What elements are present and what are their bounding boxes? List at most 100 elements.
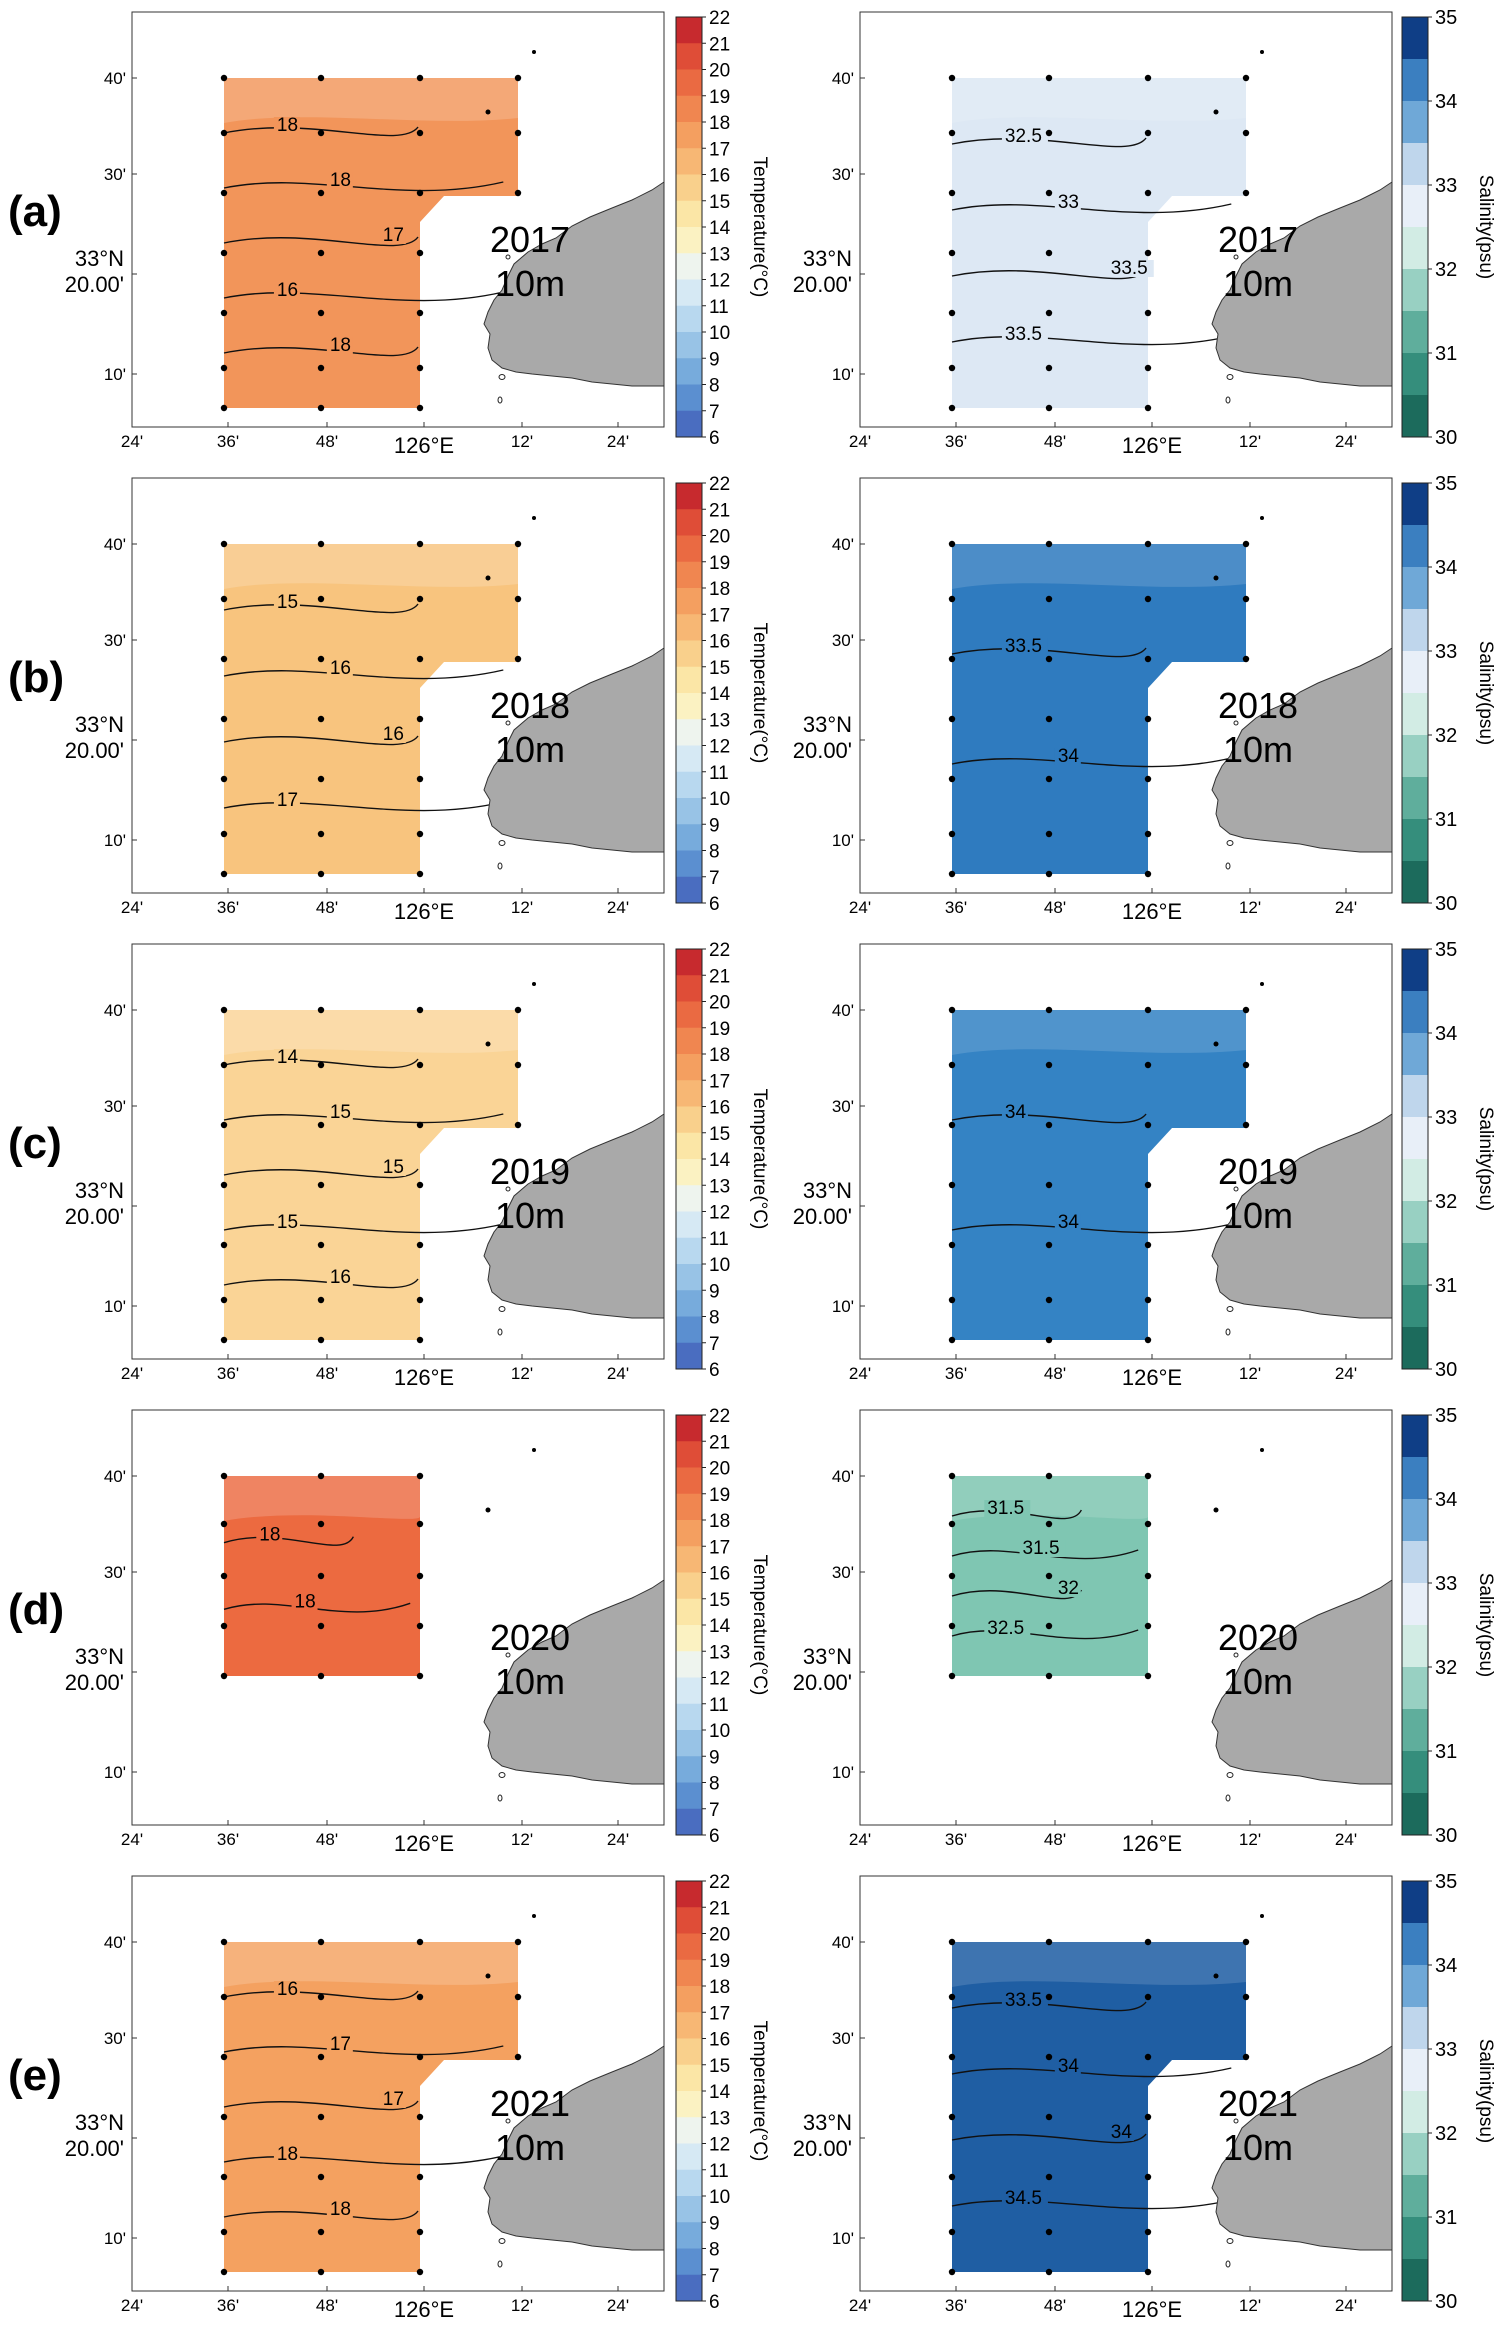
y-tick-label-min: 20.00' — [793, 2136, 852, 2161]
station-point — [220, 249, 228, 257]
temp-colorbar-label: 8 — [709, 1308, 720, 1329]
sal-colorbar-segment — [1402, 651, 1428, 694]
x-tick-label: 24' — [1335, 898, 1357, 917]
station-point — [416, 404, 424, 412]
station-point — [514, 1006, 522, 1014]
station-point — [1213, 1507, 1219, 1513]
station-point — [532, 982, 536, 986]
temp-colorbar-label: 21 — [709, 966, 730, 987]
temp-colorbar-segment — [676, 2143, 702, 2171]
contour-label-bg — [1001, 1104, 1028, 1121]
x-tick-label: 48' — [1044, 1364, 1066, 1383]
y-tick-label: 30' — [832, 1563, 854, 1582]
station-point — [317, 1572, 325, 1580]
x-tick-label: 12' — [1239, 1364, 1261, 1383]
x-tick-label: 12' — [1239, 432, 1261, 451]
sal-colorbar-segment — [1402, 567, 1428, 610]
contour-label: 18 — [295, 1591, 316, 1612]
station-point — [416, 1121, 424, 1129]
station-point — [1242, 1006, 1250, 1014]
contour-label: 18 — [277, 2144, 298, 2165]
temp-colorbar-label: 21 — [709, 1432, 730, 1453]
station-point — [1144, 1938, 1152, 1946]
y-tick-label: 40' — [832, 69, 854, 88]
station-point — [1045, 715, 1053, 723]
sal-colorbar-label: 34 — [1435, 557, 1457, 579]
station-point — [220, 1121, 228, 1129]
y-tick-label: 30' — [104, 2029, 126, 2048]
station-point — [1045, 1672, 1053, 1680]
sal-colorbar-segment — [1402, 1327, 1428, 1370]
temp-colorbar-label: 8 — [709, 2240, 720, 2261]
temp-colorbar-segment — [676, 2196, 702, 2223]
y-tick-label-min: 20.00' — [793, 738, 852, 763]
station-point — [416, 1622, 424, 1630]
year-label: 2020 — [490, 1617, 570, 1658]
station-point — [416, 540, 424, 548]
small-islet — [505, 2118, 511, 2124]
x-tick-label: 48' — [1044, 2296, 1066, 2315]
station-point — [1144, 540, 1152, 548]
temp-colorbar-label: 16 — [709, 2030, 730, 2051]
contour-label: 15 — [277, 1212, 298, 1233]
station-point — [1045, 249, 1053, 257]
temp-colorbar-segment — [676, 1237, 702, 1265]
contour-line — [951, 647, 1147, 658]
station-point — [220, 775, 228, 783]
contour-line — [951, 2067, 1232, 2078]
temp-colorbar-label: 14 — [709, 1616, 731, 1637]
x-tick-label: 24' — [121, 432, 143, 451]
sal-colorbar-label: 31 — [1435, 1275, 1457, 1297]
y-tick-label: 10' — [832, 1297, 854, 1316]
station-point — [317, 249, 325, 257]
x-tick-label: 12' — [511, 2296, 533, 2315]
temp-colorbar-label: 17 — [709, 1071, 730, 1092]
contour-label-bg — [326, 2201, 353, 2218]
station-point — [220, 655, 228, 663]
station-point — [317, 540, 325, 548]
temp-colorbar-segment — [676, 174, 702, 202]
temp-colorbar-label: 18 — [709, 1511, 730, 1532]
sal-colorbar-label: 30 — [1435, 893, 1457, 915]
temp-colorbar-label: 6 — [709, 1826, 720, 1847]
station-point — [1045, 2113, 1053, 2121]
temp-colorbar-segment — [676, 588, 702, 615]
x-tick-label: 48' — [316, 432, 338, 451]
year-label: 2017 — [490, 219, 570, 260]
station-point — [317, 1061, 325, 1069]
depth-label: 10m — [495, 1661, 565, 1702]
y-tick-label: 40' — [832, 1001, 854, 1020]
station-point — [1144, 2053, 1152, 2061]
x-tick-label: 12' — [1239, 2296, 1261, 2315]
contour-label-bg — [326, 172, 353, 189]
station-point — [1242, 1938, 1250, 1946]
temp-colorbar-segment — [676, 745, 702, 773]
x-tick-label: 36' — [217, 1830, 239, 1849]
year-label: 2018 — [1218, 685, 1298, 726]
x-tick-label: 24' — [849, 1830, 871, 1849]
station-point — [220, 830, 228, 838]
temp-colorbar-label: 19 — [709, 87, 730, 108]
sal-colorbar-segment — [1402, 1075, 1428, 1118]
small-islet — [1226, 374, 1234, 380]
temp-colorbar-segment — [676, 509, 702, 536]
y-tick-label-min: 20.00' — [65, 738, 124, 763]
sal-colorbar-label: 33 — [1435, 1573, 1457, 1595]
sal-colorbar-label: 35 — [1435, 7, 1457, 29]
temp-colorbar-segment — [676, 1907, 702, 1934]
temp-colorbar-segment — [676, 1106, 702, 1134]
small-islet — [1233, 2118, 1239, 2124]
temp-colorbar-segment — [676, 1159, 702, 1186]
contour-label-bg — [326, 660, 353, 677]
small-islet — [505, 254, 511, 260]
station-point — [1242, 595, 1250, 603]
y-tick-label-min: 20.00' — [793, 1670, 852, 1695]
temp-colorbar-segment — [676, 1211, 702, 1239]
depth-label: 10m — [1223, 263, 1293, 304]
temp-colorbar-segment — [676, 305, 702, 333]
temp-colorbar-label: 15 — [709, 1124, 730, 1145]
temp-colorbar-segment — [676, 1441, 702, 1468]
x-tick-label: 126°E — [394, 2297, 454, 2322]
station-point — [948, 2173, 956, 2181]
temp-colorbar-segment — [676, 1546, 702, 1573]
